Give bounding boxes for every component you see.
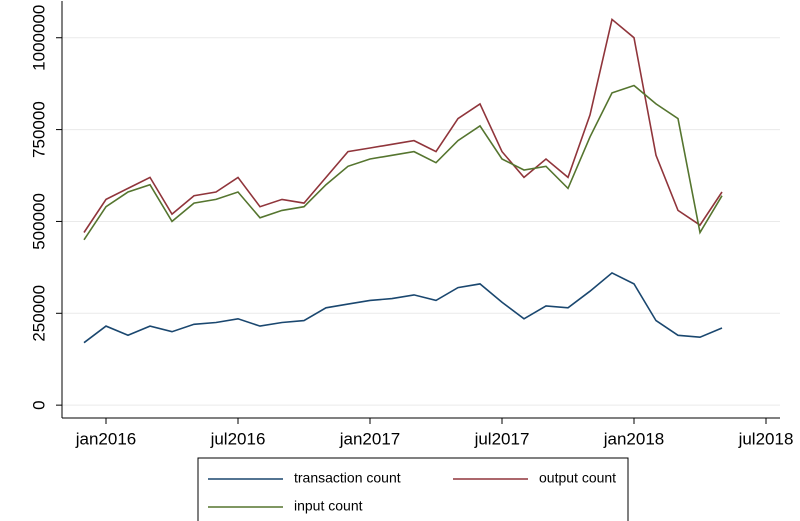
series-line	[83, 17, 723, 233]
x-tick-label: jan2017	[339, 429, 401, 448]
y-tick-label: 500000	[29, 193, 48, 250]
y-tick-label: 1000000	[29, 5, 48, 71]
series-line	[83, 271, 723, 344]
series-line	[83, 84, 723, 241]
legend-label: transaction count	[294, 470, 401, 486]
y-tick-label: 250000	[29, 285, 48, 342]
x-tick-label: jan2018	[603, 429, 665, 448]
legend: transaction count output count input count	[208, 470, 616, 514]
y-tick-label: 750000	[29, 101, 48, 158]
legend-box	[197, 457, 629, 521]
x-tick-label: jul2018	[738, 429, 794, 448]
x-tick-label: jul2016	[210, 429, 266, 448]
x-tick-label: jan2016	[75, 429, 137, 448]
x-tick-label: jul2017	[474, 429, 530, 448]
legend-label: output count	[539, 470, 616, 486]
legend-label: input count	[294, 498, 363, 514]
y-tick-label: 0	[29, 400, 48, 409]
